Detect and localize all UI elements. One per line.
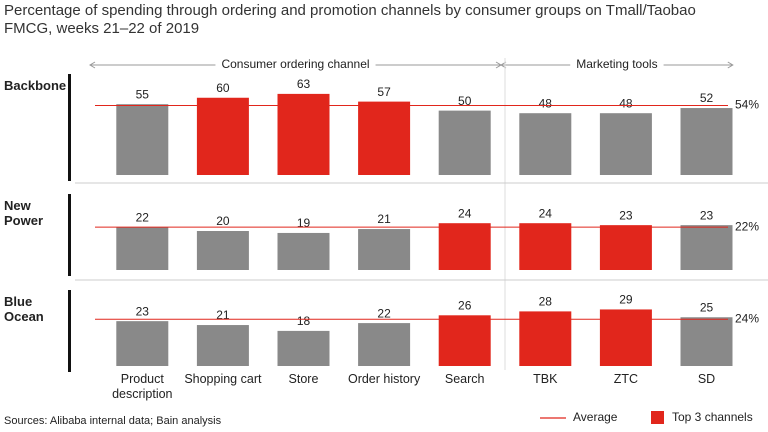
value-label: 21	[377, 212, 391, 226]
panel-marker	[68, 194, 71, 276]
legend-label: Average	[573, 410, 618, 424]
value-label: 26	[458, 298, 472, 312]
bar	[680, 317, 733, 366]
value-label: 22	[377, 306, 391, 320]
bar	[438, 315, 491, 366]
bar	[277, 330, 330, 366]
bar	[277, 93, 330, 175]
bar	[519, 113, 572, 175]
value-label: 29	[619, 293, 633, 307]
value-label: 23	[700, 208, 714, 222]
average-label: 24%	[735, 311, 759, 325]
value-label: 20	[216, 214, 230, 228]
bar	[438, 223, 491, 270]
panel-name: Blue Ocean	[4, 294, 44, 324]
bar	[277, 232, 330, 270]
group-label-bg	[215, 56, 376, 73]
value-label: 52	[700, 91, 714, 105]
chart-title: Percentage of spending through ordering …	[4, 2, 696, 37]
value-label: 63	[297, 77, 311, 91]
value-label: 19	[297, 216, 311, 230]
value-label: 60	[216, 81, 230, 95]
x-tick-label: Shopping cart	[184, 372, 262, 386]
legend-swatch	[651, 411, 664, 424]
bar	[438, 110, 491, 175]
value-label: 25	[700, 300, 714, 314]
value-label: 28	[539, 295, 553, 309]
bar	[358, 101, 411, 175]
value-label: 55	[136, 87, 150, 101]
x-tick-label: ZTC	[613, 372, 639, 386]
x-tick-label: TBK	[533, 372, 558, 386]
panel-marker	[68, 74, 71, 181]
average-label: 22%	[735, 219, 759, 233]
arrow-head	[500, 61, 507, 69]
bar	[519, 311, 572, 366]
bar	[116, 104, 169, 175]
average-label: 54%	[735, 98, 759, 112]
legend-label: Top 3 channels	[672, 410, 753, 424]
bar	[680, 108, 733, 175]
bar	[680, 225, 733, 270]
bar	[358, 229, 411, 270]
x-tick-label: Search	[444, 372, 485, 386]
bar	[196, 325, 249, 366]
value-label: 57	[377, 85, 391, 99]
bar	[196, 231, 249, 270]
x-tick-label: Store	[288, 372, 319, 386]
bar	[599, 309, 652, 366]
arrow-head	[727, 61, 734, 69]
bar	[116, 321, 169, 366]
value-label: 22	[136, 210, 150, 224]
group-label: Marketing tools	[576, 57, 657, 71]
value-label: 21	[216, 308, 230, 322]
bar	[599, 113, 652, 175]
source: Sources: Alibaba internal data; Bain ana…	[4, 415, 222, 427]
x-tick-label: SD	[697, 372, 716, 386]
bar	[519, 223, 572, 270]
panel-name: New Power	[4, 198, 44, 228]
value-label: 48	[619, 96, 633, 110]
bar	[358, 323, 411, 366]
x-tick-label: Product description	[112, 372, 173, 401]
bar	[196, 97, 249, 175]
value-label: 24	[539, 206, 553, 220]
arrow-head	[89, 61, 96, 69]
panel-name: Backbone	[4, 78, 67, 93]
panel-marker	[68, 290, 71, 372]
x-tick-label: Order history	[347, 372, 421, 386]
value-label: 50	[458, 94, 472, 108]
value-label: 18	[297, 314, 311, 328]
bar	[599, 225, 652, 270]
value-label: 48	[539, 96, 553, 110]
value-label: 24	[458, 206, 472, 220]
value-label: 23	[136, 304, 150, 318]
value-label: 23	[619, 208, 633, 222]
group-label-bg	[570, 56, 664, 73]
bar	[116, 227, 169, 270]
group-label: Consumer ordering channel	[221, 57, 369, 71]
